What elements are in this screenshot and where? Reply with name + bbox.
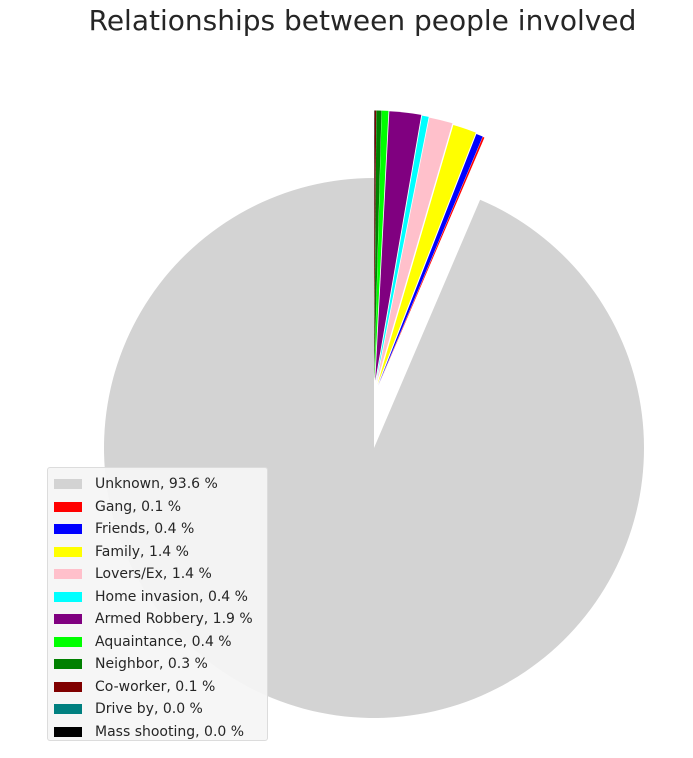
- pie-slice: [374, 110, 377, 381]
- legend-label: Co-worker, 0.1 %: [95, 678, 216, 695]
- legend-label: Armed Robbery, 1.9 %: [95, 611, 253, 628]
- legend-swatch: [54, 614, 82, 625]
- legend-swatch: [54, 726, 82, 737]
- legend-entry: Unknown, 93.6 %: [54, 473, 267, 496]
- legend-swatch: [54, 659, 82, 670]
- legend-label: Friends, 0.4 %: [95, 521, 195, 538]
- legend-label: Neighbor, 0.3 %: [95, 656, 208, 673]
- legend-entry: Armed Robbery, 1.9 %: [54, 608, 267, 631]
- legend-entry: Family, 1.4 %: [54, 541, 267, 564]
- legend: Unknown, 93.6 % Gang, 0.1 % Friends, 0.4 %…: [47, 467, 268, 741]
- legend-label: Aquaintance, 0.4 %: [95, 633, 232, 650]
- pie-slice: [374, 110, 389, 381]
- pie-slice: [376, 115, 429, 382]
- pie-slice: [378, 133, 483, 386]
- legend-entry: Drive by, 0.0 %: [54, 698, 267, 721]
- legend-label: Drive by, 0.0 %: [95, 701, 203, 718]
- legend-entry: Neighbor, 0.3 %: [54, 653, 267, 676]
- legend-swatch: [54, 569, 82, 580]
- legend-swatch: [54, 546, 82, 557]
- chart-title: Relationships between people involved: [88, 4, 637, 37]
- legend-swatch: [54, 681, 82, 692]
- pie-slice: [375, 111, 422, 381]
- legend-swatch: [54, 524, 82, 535]
- legend-swatch: [54, 636, 82, 647]
- legend-swatch: [54, 479, 82, 490]
- legend-label: Unknown, 93.6 %: [95, 476, 218, 493]
- legend-swatch: [54, 501, 82, 512]
- legend-swatch: [54, 704, 82, 715]
- pie-slice: [374, 110, 382, 381]
- legend-label: Lovers/Ex, 1.4 %: [95, 566, 212, 583]
- pie-slice: [376, 117, 453, 383]
- legend-entry: Mass shooting, 0.0 %: [54, 721, 267, 744]
- legend-entry: Aquaintance, 0.4 %: [54, 631, 267, 654]
- legend-entry: Co-worker, 0.1 %: [54, 676, 267, 699]
- legend-entry: Gang, 0.1 %: [54, 496, 267, 519]
- legend-label: Gang, 0.1 %: [95, 498, 182, 515]
- legend-entry: Lovers/Ex, 1.4 %: [54, 563, 267, 586]
- pie-slice: [378, 136, 485, 386]
- legend-label: Family, 1.4 %: [95, 543, 189, 560]
- legend-label: Home invasion, 0.4 %: [95, 588, 248, 605]
- legend-label: Mass shooting, 0.0 %: [95, 723, 245, 740]
- legend-entry: Friends, 0.4 %: [54, 518, 267, 541]
- legend-entry: Home invasion, 0.4 %: [54, 586, 267, 609]
- pie-slice: [374, 110, 375, 381]
- pie-slice: [377, 124, 476, 385]
- legend-swatch: [54, 591, 82, 602]
